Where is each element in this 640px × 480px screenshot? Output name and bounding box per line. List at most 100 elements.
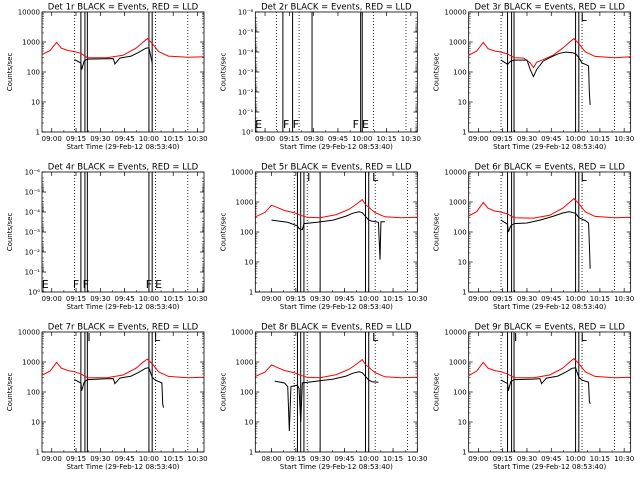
- x-tick-label: 10:00: [565, 455, 585, 463]
- y-tick-label: 10: [458, 259, 467, 267]
- x-tick-label: 09:30: [90, 135, 110, 143]
- x-tick-label: 10:15: [163, 135, 183, 143]
- series-events-line: [271, 211, 385, 260]
- x-tick-label: 09:45: [541, 135, 561, 143]
- x-tick-label: 09:00: [42, 295, 62, 303]
- plot-frame: [41, 331, 205, 453]
- y-tick-label: 1000: [22, 39, 40, 47]
- plot-frame: [254, 331, 418, 453]
- series-events-line: [74, 367, 164, 408]
- panel-title: Det 7r BLACK = Events, RED = LLD: [48, 323, 199, 333]
- x-tick-label: 10:00: [139, 455, 159, 463]
- panel-title: Det 1r BLACK = Events, RED = LLD: [48, 3, 199, 13]
- y-tick-label: 100: [453, 229, 466, 237]
- panel-title: Det 3r BLACK = Events, RED = LLD: [474, 3, 625, 13]
- flag-marker-label: L: [581, 11, 588, 24]
- y-axis-label: Counts/sec: [6, 53, 14, 92]
- x-tick-label: 09:15: [279, 135, 299, 143]
- y-tick-label: 10⁻⁶: [238, 9, 254, 17]
- flag-marker-label: E: [362, 118, 369, 131]
- y-tick-label: 1: [462, 449, 466, 457]
- y-tick-label: 1000: [449, 39, 467, 47]
- x-tick-label: 09:45: [334, 295, 354, 303]
- y-tick-label: 1000: [22, 359, 40, 367]
- y-tick-label: 10000: [18, 9, 40, 17]
- x-tick-label: 09:00: [42, 455, 62, 463]
- y-tick-label: 10: [244, 419, 253, 427]
- x-tick-label: 10:15: [383, 295, 403, 303]
- x-tick-label: 10:00: [359, 295, 379, 303]
- x-tick-label: 10:15: [590, 135, 610, 143]
- y-tick-label: 1: [249, 449, 253, 457]
- x-tick-label: 09:00: [42, 135, 62, 143]
- y-tick-label: 10⁻²: [25, 249, 41, 257]
- x-tick-label: 10:15: [383, 455, 403, 463]
- series-events-line: [500, 51, 591, 105]
- flag-marker-label: I: [307, 171, 310, 184]
- x-tick-label: 09:45: [541, 295, 561, 303]
- x-tick-label: 10:15: [590, 295, 610, 303]
- x-axis-label: Start Time (29-Feb-12 08:53:40): [280, 463, 393, 471]
- x-tick-label: 10:30: [407, 455, 427, 463]
- x-tick-label: 10:30: [407, 295, 427, 303]
- flag-marker-label: F: [353, 118, 359, 131]
- panel-title: Det 5r BLACK = Events, RED = LLD: [261, 163, 412, 173]
- y-tick-label: 100: [453, 69, 466, 77]
- plot-frame: [254, 11, 418, 133]
- y-tick-label: 10: [31, 99, 40, 107]
- x-tick-label: 10:30: [401, 135, 421, 143]
- x-tick-label: 10:00: [359, 455, 379, 463]
- x-tick-label: 10:30: [614, 135, 634, 143]
- panel-det-5: Det 5r BLACK = Events, RED = LLD 1 10 100 10…: [219, 163, 427, 312]
- panel-title: Det 4r BLACK = Events, RED = LLD: [48, 163, 199, 173]
- panel-det-6: Det 6r BLACK = Events, RED = LLD 1 10 100 10…: [433, 163, 635, 312]
- x-axis-label: Start Time (29-Feb-12 08:53:40): [493, 303, 606, 311]
- plot-frame: [41, 171, 205, 293]
- y-tick-label: 10000: [444, 329, 466, 337]
- panel-det-4: Det 4r BLACK = Events, RED = LLD 10⁰ 10⁻¹ 1…: [6, 163, 208, 312]
- y-tick-label: 10⁻⁵: [25, 189, 41, 197]
- y-tick-label: 10000: [231, 329, 253, 337]
- x-tick-label: 09:30: [517, 295, 537, 303]
- x-tick-label: 09:30: [304, 135, 324, 143]
- y-tick-label: 10000: [444, 169, 466, 177]
- y-tick-label: 10⁻¹: [25, 269, 41, 277]
- flag-marker-label: I: [514, 331, 517, 344]
- y-tick-label: 1: [462, 129, 466, 137]
- flag-marker-label: L: [372, 331, 379, 344]
- x-axis-label: Start Time (29-Feb-12 08:53:40): [493, 463, 606, 471]
- x-tick-label: 09:30: [90, 455, 110, 463]
- y-tick-label: 10⁰: [242, 129, 254, 137]
- flag-marker-label: F: [83, 278, 89, 291]
- series-lld-line: [255, 358, 418, 379]
- panel-det-7: Det 7r BLACK = Events, RED = LLD 1 10 100 10…: [6, 323, 208, 472]
- x-tick-label: 09:45: [334, 455, 354, 463]
- panel-title: Det 8r BLACK = Events, RED = LLD: [261, 323, 412, 333]
- x-axis-label: Start Time (29-Feb-12 08:53:40): [493, 143, 606, 151]
- series-lld-line: [41, 37, 205, 59]
- x-tick-label: 09:30: [310, 455, 330, 463]
- series-events-line: [500, 211, 591, 269]
- y-tick-label: 10⁻³: [25, 229, 41, 237]
- y-axis-label: Counts/sec: [219, 213, 227, 252]
- panel-det-8: Det 8r BLACK = Events, RED = LLD 1 10 100 10…: [219, 323, 427, 472]
- x-tick-label: 09:00: [468, 295, 488, 303]
- y-tick-label: 10000: [231, 169, 253, 177]
- x-tick-label: 09:15: [493, 295, 513, 303]
- y-tick-label: 1: [36, 449, 40, 457]
- flag-marker-label: F: [283, 118, 289, 131]
- y-tick-label: 10⁻³: [238, 69, 254, 77]
- x-tick-label: 09:30: [517, 135, 537, 143]
- x-tick-label: 10:00: [139, 135, 159, 143]
- y-tick-label: 100: [27, 69, 40, 77]
- y-tick-label: 10: [458, 419, 467, 427]
- panel-det-2: Det 2r BLACK = Events, RED = LLD 10⁰ 10⁻¹ 1…: [219, 3, 421, 152]
- y-tick-label: 10: [244, 259, 253, 267]
- y-axis-label: Counts/sec: [219, 373, 227, 412]
- x-tick-label: 09:00: [261, 295, 281, 303]
- series-events-line: [274, 371, 379, 432]
- x-tick-label: 10:00: [352, 135, 372, 143]
- x-tick-label: 09:15: [66, 295, 86, 303]
- flag-marker-label: F: [146, 278, 152, 291]
